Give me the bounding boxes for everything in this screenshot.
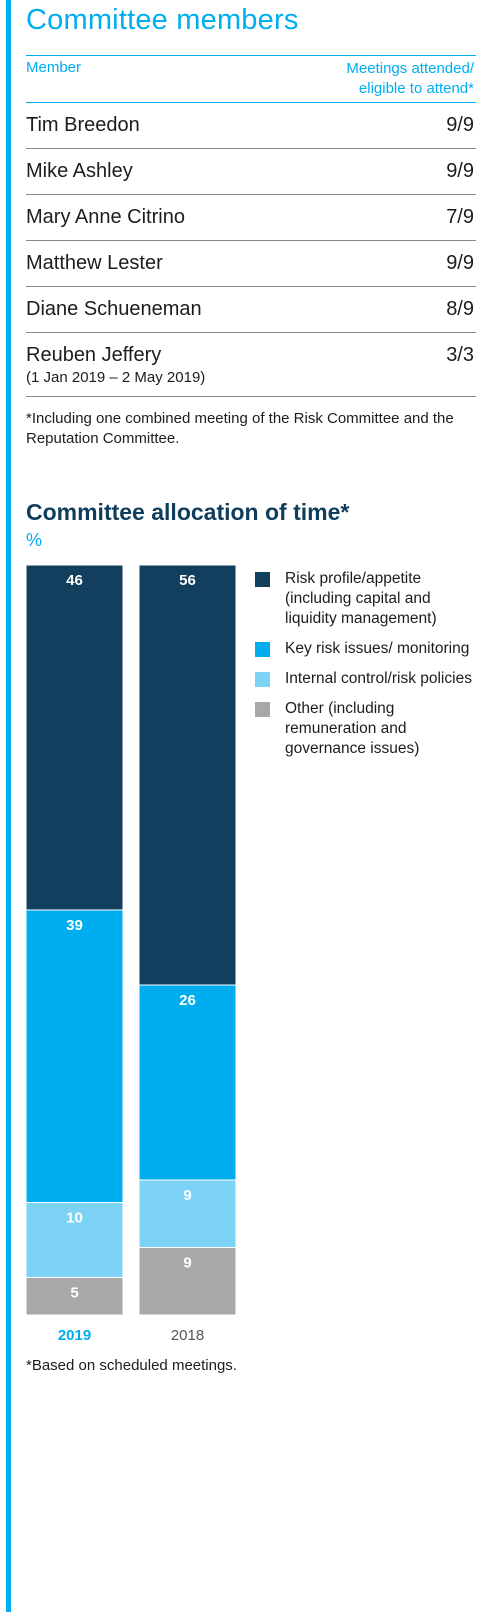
category-label: 2019 (58, 1327, 91, 1344)
legend-item: Key risk issues/ monitoring (255, 639, 477, 659)
left-accent-bar (6, 0, 11, 1612)
member-name: Tim Breedon (26, 114, 140, 136)
member-name: Diane Schueneman (26, 298, 202, 320)
bar-value-label: 10 (66, 1210, 83, 1227)
allocation-footnote: *Based on scheduled meetings. (26, 1357, 237, 1374)
table-row: Matthew Lester 9/9 (26, 241, 476, 287)
members-table: Member Meetings attended/ eligible to at… (26, 55, 476, 397)
legend-swatch (255, 702, 270, 717)
bar-segment (26, 1202, 124, 1278)
legend-swatch (255, 672, 270, 687)
bar-value-label: 5 (70, 1285, 78, 1302)
bar-value-label: 46 (66, 572, 83, 589)
legend-label: Internal control/risk policies (285, 670, 472, 687)
legend-label: Risk profile/appetite (including capital… (285, 570, 437, 627)
allocation-unit-label: % (26, 530, 43, 550)
legend-item: Risk profile/appetite (including capital… (255, 569, 477, 629)
member-name: Reuben Jeffery (26, 344, 162, 366)
bar-value-label: 26 (179, 992, 196, 1009)
bar-segment (138, 565, 237, 986)
meetings-header-line1: Meetings attended/ (346, 60, 474, 77)
attendance-footnote: *Including one combined meeting of the R… (26, 410, 454, 447)
legend-item: Other (including remuneration and govern… (255, 699, 477, 759)
bar-segment (26, 565, 124, 911)
member-attendance: 9/9 (446, 252, 474, 274)
member-name: Mary Anne Citrino (26, 206, 185, 228)
legend-label: Key risk issues/ monitoring (285, 640, 470, 657)
category-label: 2018 (171, 1327, 204, 1344)
member-attendance: 9/9 (446, 160, 474, 182)
member-attendance: 3/3 (446, 344, 474, 366)
legend-swatch (255, 642, 270, 657)
allocation-legend: Risk profile/appetite (including capital… (255, 569, 477, 769)
member-attendance: 7/9 (446, 206, 474, 228)
member-name: Matthew Lester (26, 252, 163, 274)
bar-value-label: 56 (179, 572, 196, 589)
committee-members-title: Committee members (26, 4, 299, 36)
allocation-chart-title: Committee allocation of time* (26, 499, 350, 525)
member-tenure-note: (1 Jan 2019 – 2 May 2019) (26, 369, 206, 386)
bar-segment (26, 1277, 124, 1316)
table-row: Mike Ashley 9/9 (26, 149, 476, 195)
meetings-column-header: Meetings attended/ eligible to attend* (346, 59, 474, 99)
allocation-stacked-bar-chart: 46 39 10 5 2019 56 26 9 9 2018 (26, 565, 237, 1344)
bar-segment (26, 909, 124, 1203)
legend-item: Internal control/risk policies (255, 669, 477, 689)
member-name: Mike Ashley (26, 160, 133, 182)
bar-value-label: 9 (183, 1255, 191, 1272)
legend-swatch (255, 572, 270, 587)
bar-segment (138, 1247, 237, 1316)
member-column-header: Member (26, 59, 82, 76)
bar-value-label: 9 (183, 1187, 191, 1204)
table-row: Reuben Jeffery (1 Jan 2019 – 2 May 2019)… (26, 333, 476, 397)
bar-segment (138, 984, 237, 1181)
bar-segment (138, 1179, 237, 1248)
member-attendance: 8/9 (446, 298, 474, 320)
table-row: Mary Anne Citrino 7/9 (26, 195, 476, 241)
bar-value-label: 39 (66, 917, 83, 934)
meetings-header-line2: eligible to attend* (358, 80, 474, 97)
members-table-header: Member Meetings attended/ eligible to at… (26, 55, 476, 103)
legend-label: Other (including remuneration and govern… (285, 700, 420, 757)
table-row: Diane Schueneman 8/9 (26, 287, 476, 333)
table-row: Tim Breedon 9/9 (26, 103, 476, 149)
member-attendance: 9/9 (446, 114, 474, 136)
